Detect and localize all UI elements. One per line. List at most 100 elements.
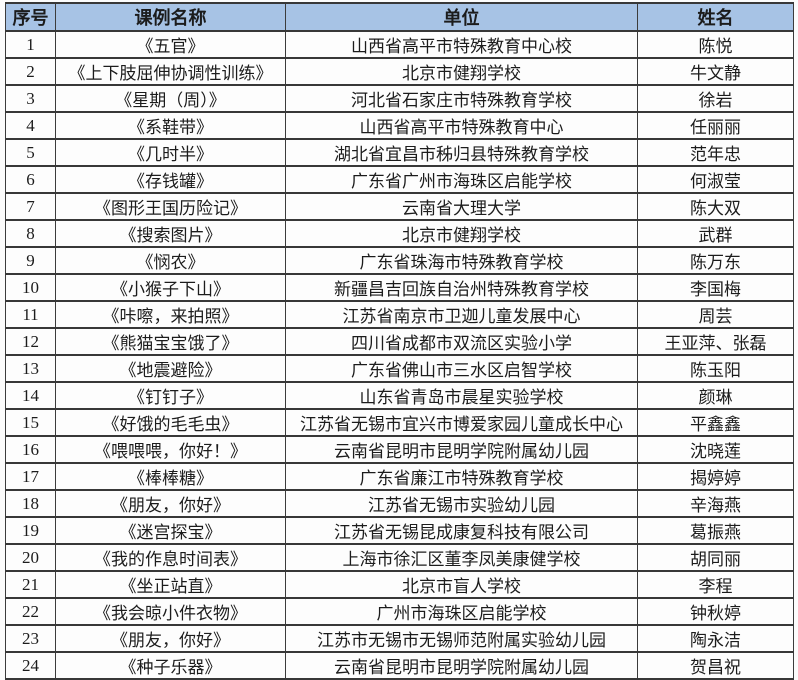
- table-header-row: 序号 课例名称 单位 姓名: [5, 2, 794, 32]
- cell-title: 《朋友，你好》: [55, 489, 286, 518]
- cell-index: 4: [5, 111, 56, 140]
- cell-name: 徐岩: [637, 84, 794, 113]
- cell-name: 王亚萍、张磊: [637, 327, 794, 356]
- table-row: 13 《地震避险》 广东省佛山市三水区启智学校 陈玉阳: [5, 354, 794, 383]
- cell-unit: 江苏省无锡市实验幼儿园: [285, 489, 638, 518]
- cell-name: 任丽丽: [637, 111, 794, 140]
- table-row: 20 《我的作息时间表》 上海市徐汇区董李凤美康健学校 胡同丽: [5, 543, 794, 572]
- table-row: 7 《图形王国历险记》 云南省大理大学 陈大双: [5, 192, 794, 221]
- cell-index: 10: [5, 273, 56, 302]
- cell-index: 20: [5, 543, 56, 572]
- cell-index: 3: [5, 84, 56, 113]
- column-header-unit: 单位: [285, 2, 638, 32]
- table-row: 9 《悯农》 广东省珠海市特殊教育学校 陈万东: [5, 246, 794, 275]
- cell-unit: 广东省佛山市三水区启智学校: [285, 354, 638, 383]
- cell-unit: 云南省昆明市昆明学院附属幼儿园: [285, 435, 638, 464]
- table-row: 8 《搜索图片》 北京市健翔学校 武群: [5, 219, 794, 248]
- cell-unit: 江苏省南京市卫迦儿童发展中心: [285, 300, 638, 329]
- lesson-roster-table-container: 序号 课例名称 单位 姓名 1 《五官》 山西省高平市特殊教育中心校 陈悦 2 《上下肢屈伸协调…: [5, 2, 794, 680]
- cell-index: 17: [5, 462, 56, 491]
- table-row: 10 《小猴子下山》 新疆昌吉回族自治州特殊教育学校 李国梅: [5, 273, 794, 302]
- table-row: 4 《系鞋带》 山西省高平市特殊教育中心 任丽丽: [5, 111, 794, 140]
- cell-name: 陶永洁: [637, 624, 794, 653]
- cell-unit: 北京市健翔学校: [285, 57, 638, 86]
- cell-title: 《钉钉子》: [55, 381, 286, 410]
- cell-title: 《图形王国历险记》: [55, 192, 286, 221]
- cell-name: 李程: [637, 570, 794, 599]
- cell-title: 《几时半》: [55, 138, 286, 167]
- cell-title: 《星期（周）》: [55, 84, 286, 113]
- cell-name: 平鑫鑫: [637, 408, 794, 437]
- cell-name: 李国梅: [637, 273, 794, 302]
- cell-index: 5: [5, 138, 56, 167]
- cell-name: 葛振燕: [637, 516, 794, 545]
- table-row: 19 《迷宫探宝》 江苏省无锡昆成康复科技有限公司 葛振燕: [5, 516, 794, 545]
- cell-name: 陈万东: [637, 246, 794, 275]
- column-header-name: 姓名: [637, 2, 794, 32]
- header-row: 序号 课例名称 单位 姓名: [5, 2, 794, 32]
- cell-title: 《熊猫宝宝饿了》: [55, 327, 286, 356]
- table-row: 24 《种子乐器》 云南省昆明市昆明学院附属幼儿园 贺昌祝: [5, 651, 794, 680]
- table-row: 15 《好饿的毛毛虫》 江苏省无锡市宜兴市博爱家园儿童成长中心 平鑫鑫: [5, 408, 794, 437]
- cell-unit: 云南省大理大学: [285, 192, 638, 221]
- cell-name: 陈大双: [637, 192, 794, 221]
- cell-unit: 云南省昆明市昆明学院附属幼儿园: [285, 651, 638, 680]
- cell-name: 钟秋婷: [637, 597, 794, 626]
- cell-index: 18: [5, 489, 56, 518]
- cell-unit: 河北省石家庄市特殊教育学校: [285, 84, 638, 113]
- table-row: 6 《存钱罐》 广东省广州市海珠区启能学校 何淑莹: [5, 165, 794, 194]
- cell-title: 《五官》: [55, 30, 286, 59]
- cell-unit: 上海市徐汇区董李凤美康健学校: [285, 543, 638, 572]
- cell-index: 21: [5, 570, 56, 599]
- cell-title: 《地震避险》: [55, 354, 286, 383]
- table-row: 2 《上下肢屈伸协调性训练》 北京市健翔学校 牛文静: [5, 57, 794, 86]
- cell-name: 周芸: [637, 300, 794, 329]
- cell-index: 15: [5, 408, 56, 437]
- cell-title: 《系鞋带》: [55, 111, 286, 140]
- cell-unit: 湖北省宜昌市秭归县特殊教育学校: [285, 138, 638, 167]
- cell-unit: 广东省广州市海珠区启能学校: [285, 165, 638, 194]
- cell-unit: 江苏省无锡市宜兴市博爱家园儿童成长中心: [285, 408, 638, 437]
- cell-unit: 山西省高平市特殊教育中心校: [285, 30, 638, 59]
- cell-title: 《上下肢屈伸协调性训练》: [55, 57, 286, 86]
- cell-name: 陈玉阳: [637, 354, 794, 383]
- cell-title: 《迷宫探宝》: [55, 516, 286, 545]
- cell-title: 《我的作息时间表》: [55, 543, 286, 572]
- cell-name: 陈悦: [637, 30, 794, 59]
- cell-title: 《棒棒糖》: [55, 462, 286, 491]
- cell-name: 武群: [637, 219, 794, 248]
- table-row: 1 《五官》 山西省高平市特殊教育中心校 陈悦: [5, 30, 794, 59]
- cell-name: 揭婷婷: [637, 462, 794, 491]
- cell-name: 沈晓莲: [637, 435, 794, 464]
- cell-title: 《小猴子下山》: [55, 273, 286, 302]
- table-row: 17 《棒棒糖》 广东省廉江市特殊教育学校 揭婷婷: [5, 462, 794, 491]
- cell-index: 6: [5, 165, 56, 194]
- cell-unit: 北京市盲人学校: [285, 570, 638, 599]
- cell-index: 7: [5, 192, 56, 221]
- cell-index: 8: [5, 219, 56, 248]
- cell-unit: 广东省廉江市特殊教育学校: [285, 462, 638, 491]
- table-row: 14 《钉钉子》 山东省青岛市晨星实验学校 颜琳: [5, 381, 794, 410]
- cell-index: 19: [5, 516, 56, 545]
- table-row: 23 《朋友，你好》 江苏市无锡市无锡师范附属实验幼儿园 陶永洁: [5, 624, 794, 653]
- table-row: 16 《喂喂喂，你好！》 云南省昆明市昆明学院附属幼儿园 沈晓莲: [5, 435, 794, 464]
- cell-name: 贺昌祝: [637, 651, 794, 680]
- cell-unit: 新疆昌吉回族自治州特殊教育学校: [285, 273, 638, 302]
- table-row: 3 《星期（周）》 河北省石家庄市特殊教育学校 徐岩: [5, 84, 794, 113]
- table-row: 22 《我会晾小件衣物》 广州市海珠区启能学校 钟秋婷: [5, 597, 794, 626]
- cell-title: 《好饿的毛毛虫》: [55, 408, 286, 437]
- cell-unit: 四川省成都市双流区实验小学: [285, 327, 638, 356]
- cell-unit: 广州市海珠区启能学校: [285, 597, 638, 626]
- cell-index: 13: [5, 354, 56, 383]
- cell-index: 11: [5, 300, 56, 329]
- table-row: 11 《咔嚓，来拍照》 江苏省南京市卫迦儿童发展中心 周芸: [5, 300, 794, 329]
- cell-title: 《喂喂喂，你好！》: [55, 435, 286, 464]
- cell-title: 《存钱罐》: [55, 165, 286, 194]
- table-row: 5 《几时半》 湖北省宜昌市秭归县特殊教育学校 范年忠: [5, 138, 794, 167]
- table-row: 21 《坐正站直》 北京市盲人学校 李程: [5, 570, 794, 599]
- cell-index: 2: [5, 57, 56, 86]
- cell-index: 9: [5, 246, 56, 275]
- cell-name: 颜琳: [637, 381, 794, 410]
- cell-title: 《坐正站直》: [55, 570, 286, 599]
- column-header-index: 序号: [5, 2, 56, 32]
